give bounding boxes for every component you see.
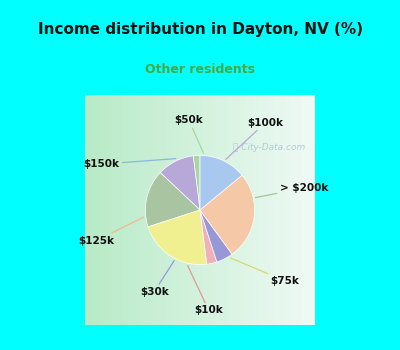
Wedge shape bbox=[160, 156, 200, 210]
Text: $30k: $30k bbox=[140, 261, 174, 297]
Wedge shape bbox=[146, 173, 200, 227]
Text: Income distribution in Dayton, NV (%): Income distribution in Dayton, NV (%) bbox=[38, 22, 362, 36]
Text: $150k: $150k bbox=[84, 159, 176, 169]
Wedge shape bbox=[148, 210, 207, 265]
Wedge shape bbox=[200, 210, 232, 262]
Text: $125k: $125k bbox=[78, 217, 144, 246]
Wedge shape bbox=[200, 155, 242, 210]
Wedge shape bbox=[200, 210, 217, 264]
Text: Other residents: Other residents bbox=[145, 63, 255, 76]
Text: $100k: $100k bbox=[226, 118, 284, 159]
Text: ⓘ City-Data.com: ⓘ City-Data.com bbox=[233, 143, 305, 152]
Text: $75k: $75k bbox=[230, 258, 300, 286]
Wedge shape bbox=[193, 155, 200, 210]
Wedge shape bbox=[200, 175, 254, 254]
Text: $10k: $10k bbox=[188, 265, 223, 315]
Text: > $200k: > $200k bbox=[256, 183, 328, 198]
Text: $50k: $50k bbox=[175, 116, 204, 153]
